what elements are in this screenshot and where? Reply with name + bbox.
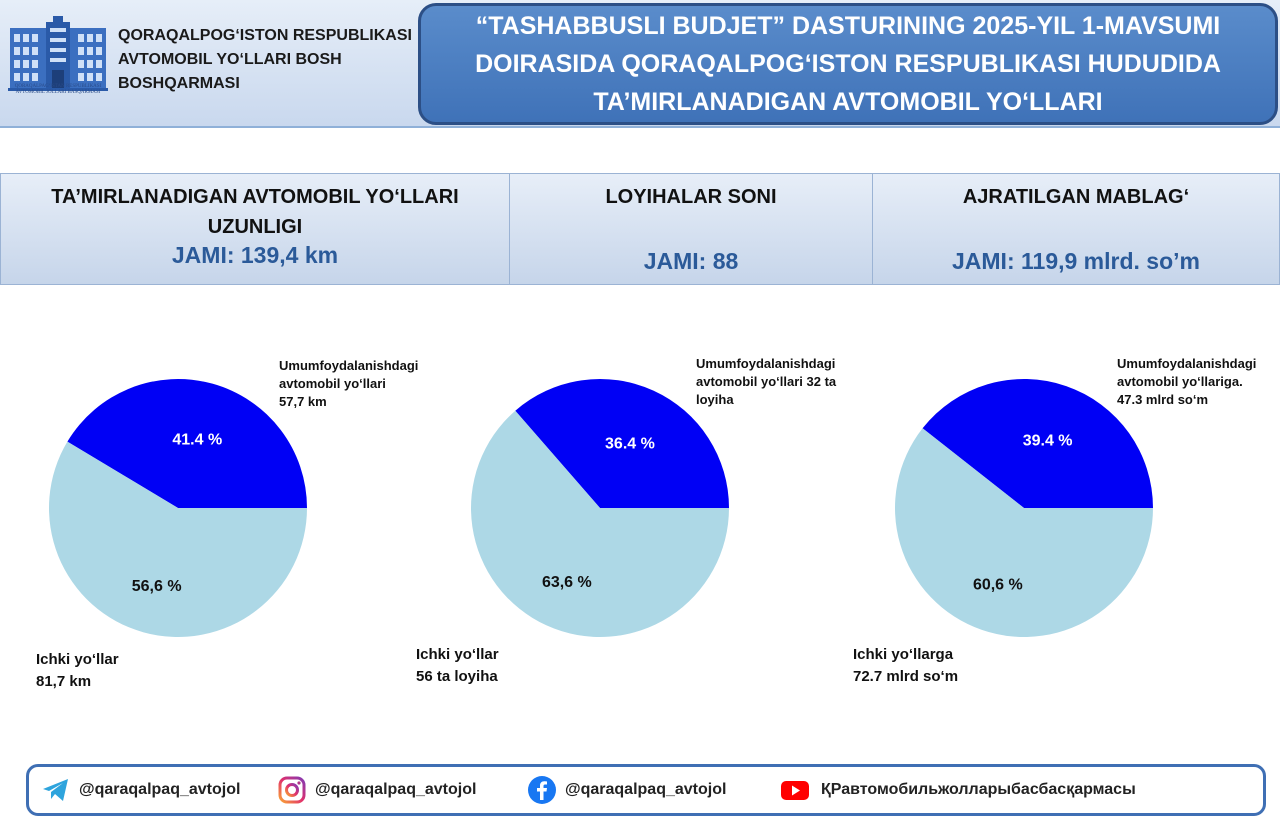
pie0-top-line: Umumfoydalanishdagi xyxy=(279,358,419,373)
pie2-top-label: Umumfoydalanishdagi avtomobil yo‘llariga… xyxy=(1117,355,1256,409)
pie0-top-label: Umumfoydalanishdagi avtomobil yo‘llari 5… xyxy=(279,357,418,411)
stat-project-count: LOYIHALAR SONI JAMI: 88 xyxy=(509,173,873,285)
pie-slice xyxy=(471,410,729,637)
building-logo-icon xyxy=(8,16,108,91)
pie-slice xyxy=(49,441,308,637)
instagram-icon xyxy=(278,776,306,804)
pie-slice-label: 56,6 % xyxy=(132,578,182,595)
pie2-top-line: 47.3 mlrd so‘m xyxy=(1117,392,1209,407)
pie-slice-label: 60,6 % xyxy=(973,577,1023,594)
facebook-link[interactable]: @qaraqalpaq_avtojol xyxy=(527,767,726,813)
stat-allocated-funds: AJRATILGAN MABLAG‘ JAMI: 119,9 mlrd. so’… xyxy=(872,173,1280,285)
pie2-top-line: Umumfoydalanishdagi xyxy=(1117,356,1257,371)
page-title: “TASHABBUSLI BUDJET” DASTURINING 2025-YI… xyxy=(418,3,1278,125)
pie-slice xyxy=(515,379,729,508)
youtube-channel: ҚРавтомобильжолларыбасбасқармасы xyxy=(821,781,1136,798)
instagram-link[interactable]: @qaraqalpaq_avtojol xyxy=(277,767,476,813)
facebook-handle: @qaraqalpaq_avtojol xyxy=(565,781,727,798)
pie-chart-project-count: 36.4 % 63,6 % xyxy=(471,379,729,637)
pie1-top-line: avtomobil yo‘llari 32 ta xyxy=(696,374,837,389)
pie-chart-allocated-funds: 39.4 % 60,6 % xyxy=(895,379,1153,637)
youtube-icon xyxy=(781,781,809,800)
pie0-top-line: 57,7 km xyxy=(279,394,327,409)
pie1-bottom-label: Ichki yo‘llar 56 ta loyiha xyxy=(416,644,499,688)
pie-slice-label: 39.4 % xyxy=(1023,433,1073,450)
stat-road-length-value: JAMI: 139,4 km xyxy=(171,242,339,268)
telegram-icon xyxy=(43,779,68,801)
social-footer: @qaraqalpaq_avtojol @qaraqalpaq_avtojol … xyxy=(26,764,1266,816)
pie-slice-label: 41.4 % xyxy=(172,431,222,448)
pie-chart-road-length: 41.4 % 56,6 % xyxy=(49,378,308,637)
pie-slice-label: 63,6 % xyxy=(542,574,592,591)
pie0-top-line: avtomobil yo‘llari xyxy=(279,376,386,391)
stat-road-length-label: TA’MIRLANADIGAN AVTOMOBIL YO‘LLARI UZUNL… xyxy=(51,186,459,238)
telegram-handle: @qaraqalpaq_avtojol xyxy=(79,781,241,798)
stat-allocated-funds-label: AJRATILGAN MABLAG‘ xyxy=(962,186,1190,208)
pie2-top-line: avtomobil yo‘llariga. xyxy=(1117,374,1243,389)
pie1-bottom-line: 56 ta loyiha xyxy=(416,668,498,685)
pie1-top-label: Umumfoydalanishdagi avtomobil yo‘llari 3… xyxy=(696,355,836,409)
pie-slice-label: 36.4 % xyxy=(605,435,655,452)
stat-project-count-label: LOYIHALAR SONI xyxy=(605,186,777,208)
pie-slice xyxy=(922,379,1153,508)
pie0-bottom-label: Ichki yo‘llar 81,7 km xyxy=(36,649,119,693)
pie-slice xyxy=(67,378,307,508)
pie2-bottom-line: 72.7 mlrd so‘m xyxy=(853,668,959,685)
pie2-bottom-label: Ichki yo‘llarga 72.7 mlrd so‘m xyxy=(853,644,958,688)
stat-allocated-funds-value: JAMI: 119,9 mlrd. so’m xyxy=(952,248,1200,274)
stat-project-count-value: JAMI: 88 xyxy=(643,248,739,274)
pie1-top-line: loyiha xyxy=(696,392,734,407)
telegram-link[interactable]: @qaraqalpaq_avtojol xyxy=(41,767,240,813)
instagram-handle: @qaraqalpaq_avtojol xyxy=(315,781,477,798)
logo-caption: QORAQALPAGʻISTAN RESPUBLIKASI AVTOMOBIL … xyxy=(14,84,102,95)
facebook-icon xyxy=(528,776,556,804)
pie1-bottom-line: Ichki yo‘llar xyxy=(416,646,499,663)
pie1-top-line: Umumfoydalanishdagi xyxy=(696,356,836,371)
pie0-bottom-line: Ichki yo‘llar xyxy=(36,651,119,668)
pie-slice xyxy=(895,428,1153,637)
stat-road-length: TA’MIRLANADIGAN AVTOMOBIL YO‘LLARI UZUNL… xyxy=(0,173,510,285)
organization-name: QORAQALPOG‘ISTON RESPUBLIKASI AVTOMOBIL … xyxy=(118,27,412,92)
pie2-bottom-line: Ichki yo‘llarga xyxy=(853,646,954,663)
pie0-bottom-line: 81,7 km xyxy=(36,673,92,690)
youtube-link[interactable]: ҚРавтомобильжолларыбасбасқармасы xyxy=(777,767,1136,813)
